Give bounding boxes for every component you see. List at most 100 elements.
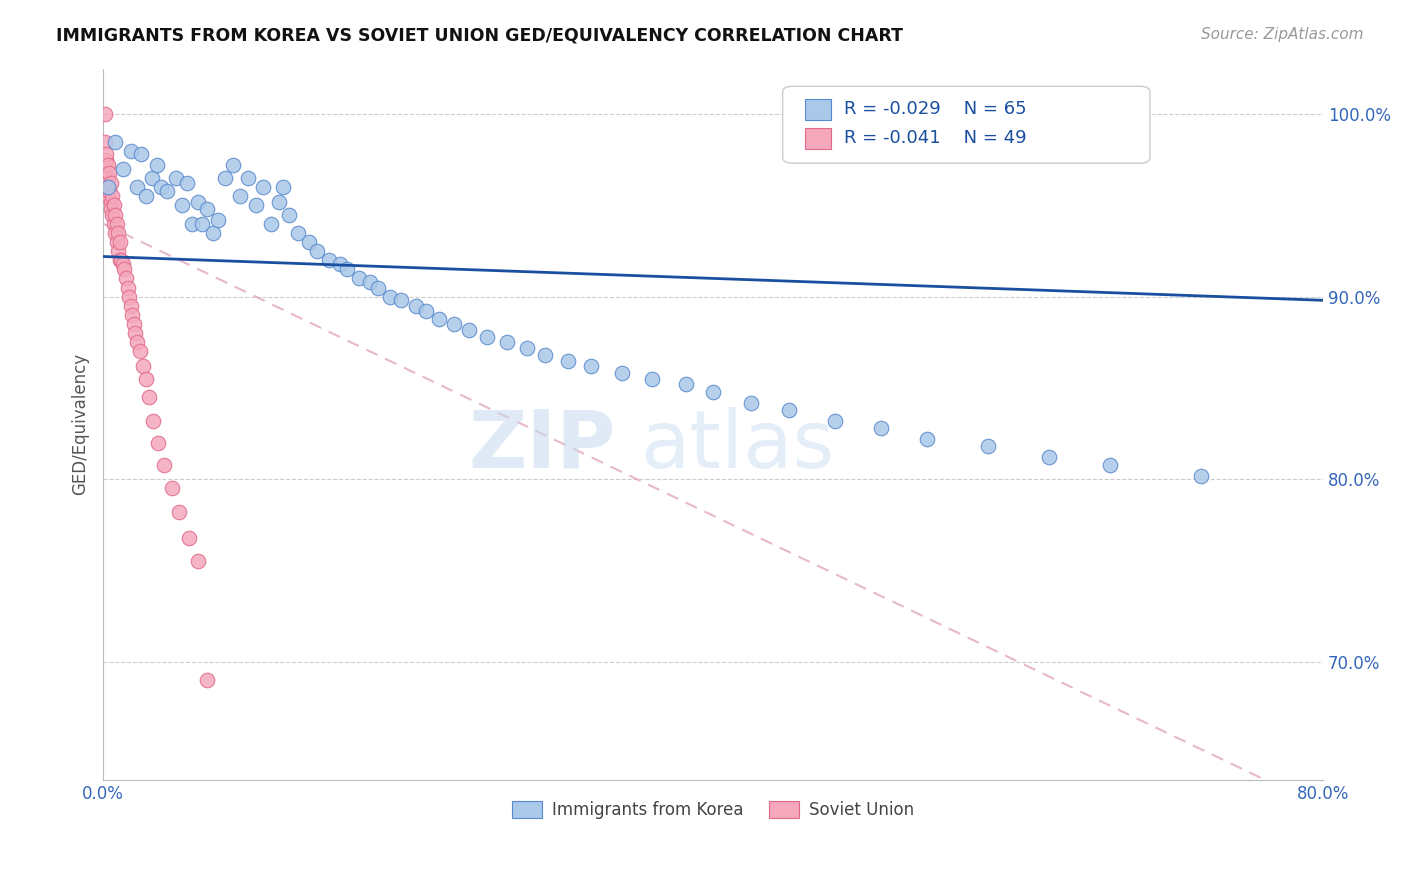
Point <box>180 217 202 231</box>
Point <box>271 180 294 194</box>
Point <box>128 344 150 359</box>
Point <box>236 171 259 186</box>
Point <box>496 335 519 350</box>
Point <box>101 208 124 222</box>
Point <box>98 165 121 179</box>
Point <box>93 135 115 149</box>
Point <box>141 171 163 186</box>
Point <box>107 226 129 240</box>
Point <box>132 359 155 373</box>
Point <box>579 359 602 373</box>
Point <box>278 208 301 222</box>
Point <box>458 322 481 336</box>
Point <box>359 275 381 289</box>
Point <box>165 171 187 186</box>
Point <box>97 158 120 172</box>
Point <box>97 189 120 203</box>
Text: R = -0.041    N = 49: R = -0.041 N = 49 <box>844 128 1026 146</box>
Point <box>229 189 252 203</box>
Point <box>443 317 465 331</box>
Point <box>976 439 998 453</box>
Point <box>641 372 664 386</box>
Point <box>675 377 697 392</box>
Point <box>111 161 134 176</box>
Text: IMMIGRANTS FROM KOREA VS SOVIET UNION GED/EQUIVALENCY CORRELATION CHART: IMMIGRANTS FROM KOREA VS SOVIET UNION GE… <box>56 27 903 45</box>
Point <box>222 158 245 172</box>
Point <box>145 158 167 172</box>
Point <box>187 554 209 568</box>
Point <box>915 432 938 446</box>
Point <box>104 135 127 149</box>
Point <box>114 262 136 277</box>
Point <box>516 341 538 355</box>
Text: Source: ZipAtlas.com: Source: ZipAtlas.com <box>1201 27 1364 42</box>
Point <box>104 226 127 240</box>
Point <box>195 202 218 216</box>
Point <box>534 348 557 362</box>
Point <box>101 189 124 203</box>
Point <box>96 153 118 167</box>
Point <box>778 402 800 417</box>
Point <box>118 290 141 304</box>
Point <box>318 253 340 268</box>
Point <box>172 198 194 212</box>
Point <box>105 217 128 231</box>
Point <box>870 421 893 435</box>
Point <box>267 194 290 209</box>
Point <box>100 177 122 191</box>
Point <box>97 180 120 194</box>
Point <box>107 244 129 258</box>
Point <box>305 244 328 258</box>
Point <box>125 335 148 350</box>
Point <box>93 161 115 176</box>
Point <box>135 372 157 386</box>
Point <box>169 505 191 519</box>
Point <box>160 481 183 495</box>
Legend: Immigrants from Korea, Soviet Union: Immigrants from Korea, Soviet Union <box>506 794 921 825</box>
Point <box>97 171 120 186</box>
Point <box>201 226 224 240</box>
Point <box>245 198 267 212</box>
Point <box>93 107 115 121</box>
Text: atlas: atlas <box>640 407 834 484</box>
Point <box>287 226 309 240</box>
Point <box>115 271 138 285</box>
Point <box>415 304 437 318</box>
Point <box>328 257 350 271</box>
Point <box>702 384 724 399</box>
Point <box>1038 450 1060 465</box>
Point <box>110 253 132 268</box>
Point <box>125 180 148 194</box>
Point <box>176 177 198 191</box>
Point <box>103 198 125 212</box>
Point <box>100 202 122 216</box>
FancyBboxPatch shape <box>804 99 831 120</box>
Point <box>100 194 122 209</box>
Point <box>124 326 146 340</box>
Point <box>214 171 236 186</box>
Point <box>298 235 321 249</box>
Point <box>111 257 134 271</box>
Point <box>252 180 274 194</box>
Point <box>156 184 179 198</box>
Point <box>120 144 142 158</box>
Point <box>260 217 283 231</box>
Point <box>389 293 412 308</box>
Point <box>336 262 359 277</box>
Point <box>138 390 160 404</box>
Point <box>108 253 131 268</box>
Point <box>96 147 118 161</box>
Point <box>146 435 169 450</box>
Point <box>142 414 165 428</box>
Point <box>477 330 499 344</box>
Point <box>104 208 127 222</box>
Point <box>195 673 218 687</box>
Point <box>187 194 209 209</box>
Point <box>120 299 142 313</box>
Point <box>108 235 131 249</box>
Point <box>1189 468 1212 483</box>
Point <box>117 280 139 294</box>
Point <box>610 367 633 381</box>
Point <box>378 290 401 304</box>
Point <box>191 217 214 231</box>
